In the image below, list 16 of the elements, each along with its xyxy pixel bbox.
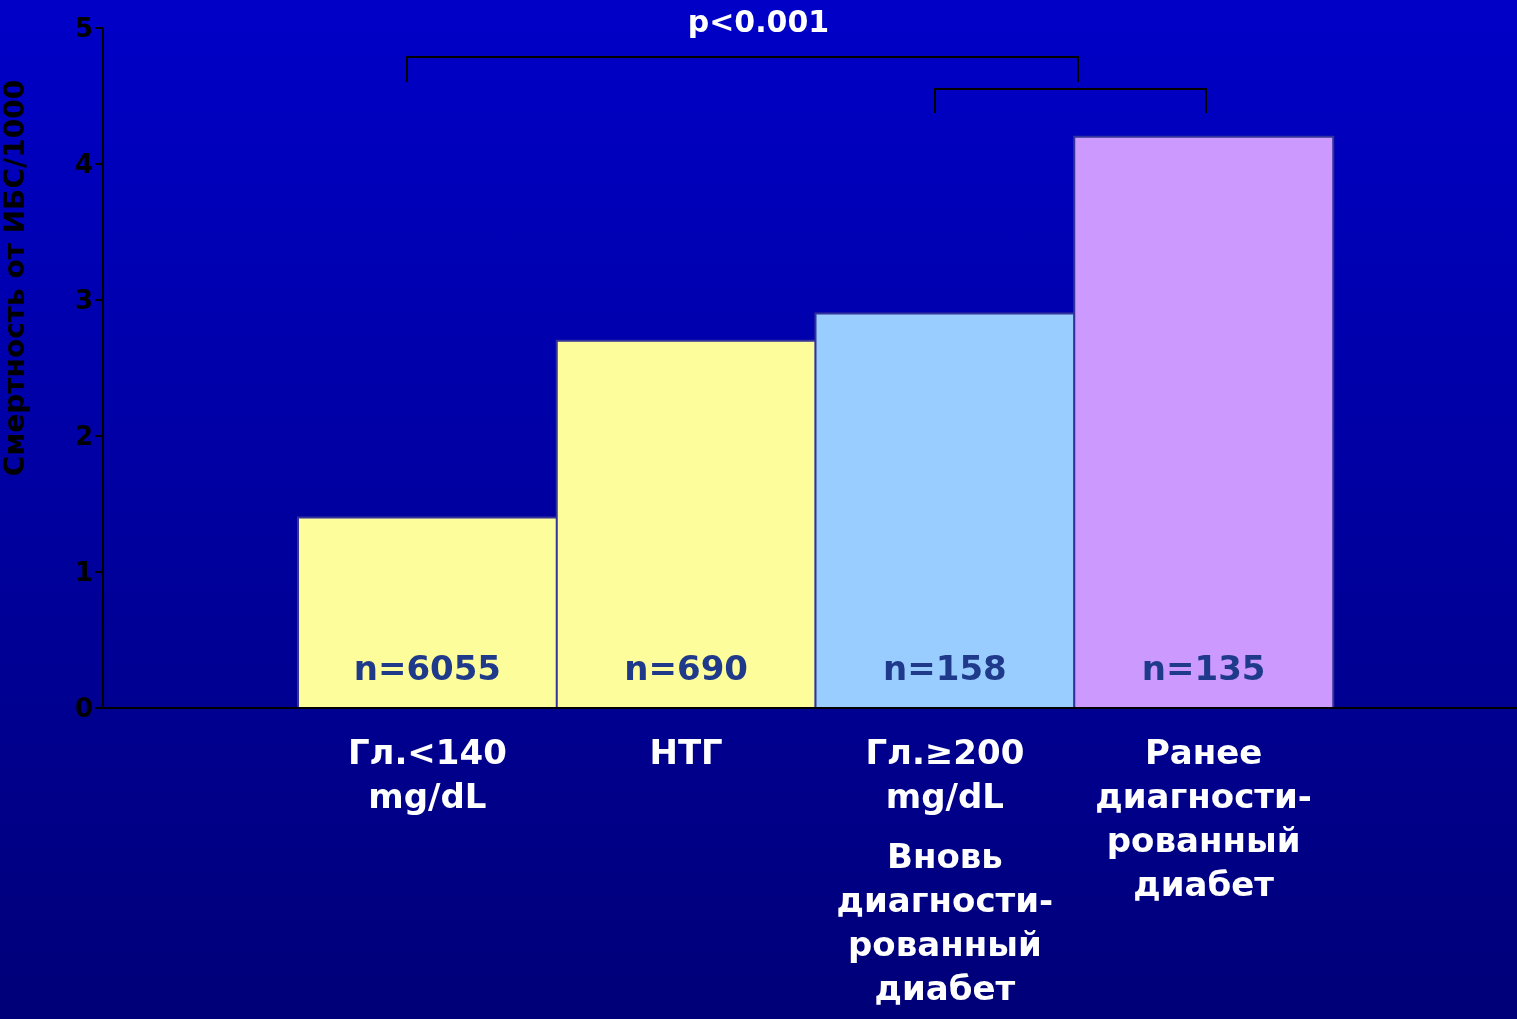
annotation: n=158 [883,648,1007,688]
x-tick-label: Гл.≥200 mg/dL Вновь диагности-рованный диабет [836,732,1054,1008]
y-tick-label: 1 [74,557,93,588]
y-axis-title: Смертность от ИБС/1000 [0,79,31,477]
y-tick-label: 4 [74,149,93,180]
annotation: p<0.001 [687,4,830,39]
x-tick-label: НТГ [649,732,723,772]
x-tick-label: Ранее диагности-рованный диабет [1095,732,1312,904]
y-tick-label: 2 [74,421,93,452]
y-tick-label: 3 [74,285,93,316]
x-tick-label: Гл.<140 mg/dL [347,732,507,816]
annotation: n=690 [624,648,748,688]
y-tick-label: 5 [74,13,93,44]
y-tick-label: 0 [74,693,93,724]
annotation: n=135 [1141,648,1266,688]
annotation: n=6055 [353,648,502,688]
